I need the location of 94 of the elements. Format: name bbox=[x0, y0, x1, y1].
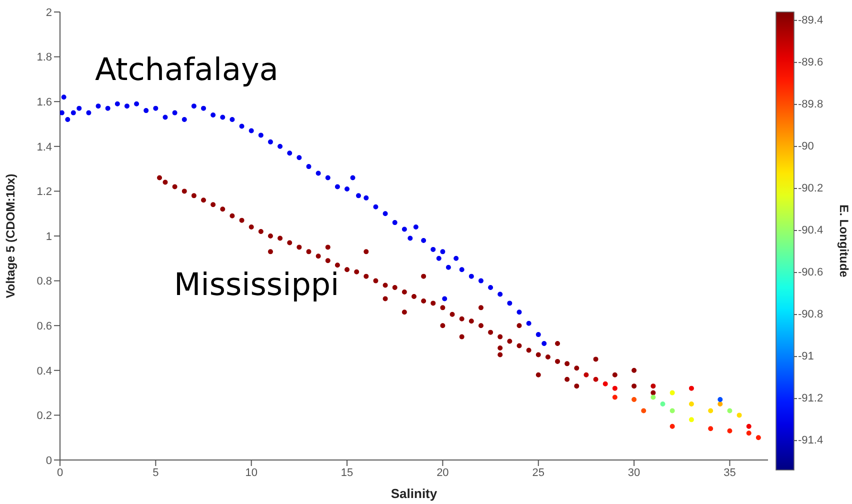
point bbox=[507, 300, 512, 306]
y-tick-label: 0.8 bbox=[36, 276, 52, 288]
color-bar-label: -91.2 bbox=[798, 392, 824, 404]
point bbox=[516, 310, 522, 315]
point bbox=[86, 110, 92, 116]
point bbox=[498, 292, 503, 297]
color-bar-label: -91 bbox=[798, 350, 814, 362]
point bbox=[65, 117, 70, 122]
x-tick-label: 0 bbox=[56, 466, 64, 479]
point bbox=[459, 267, 464, 272]
point bbox=[60, 110, 64, 116]
point bbox=[144, 108, 149, 114]
x-tick-label: 5 bbox=[152, 466, 159, 479]
point bbox=[430, 246, 436, 252]
point bbox=[191, 104, 196, 109]
point bbox=[182, 117, 187, 122]
point bbox=[268, 139, 273, 144]
x-tick-label: 15 bbox=[340, 466, 354, 479]
point bbox=[542, 341, 547, 346]
point bbox=[373, 204, 378, 210]
point bbox=[478, 278, 484, 284]
point bbox=[114, 101, 120, 106]
point bbox=[440, 249, 446, 254]
point bbox=[421, 238, 426, 243]
x-axis-title: Salinity bbox=[390, 486, 438, 501]
point bbox=[325, 175, 330, 180]
color-bar-label: -90.4 bbox=[798, 224, 824, 236]
point bbox=[239, 124, 244, 129]
point bbox=[536, 332, 541, 338]
x-tick-label: 10 bbox=[245, 466, 258, 479]
y-tick-label: 0.6 bbox=[36, 320, 52, 333]
point bbox=[442, 296, 448, 302]
point bbox=[210, 112, 216, 118]
color-bar-label: -90.6 bbox=[798, 266, 824, 278]
point bbox=[278, 144, 283, 149]
color-bar-label: -89.6 bbox=[798, 56, 824, 68]
color-bar-label: -90 bbox=[798, 140, 814, 152]
point bbox=[76, 106, 82, 111]
point bbox=[446, 264, 451, 270]
point bbox=[124, 104, 130, 109]
y-tick-label: 1 bbox=[46, 230, 52, 243]
point bbox=[248, 128, 254, 134]
point bbox=[96, 104, 101, 109]
point bbox=[392, 220, 398, 226]
point bbox=[454, 256, 459, 261]
point bbox=[162, 114, 168, 120]
x-tick-label: 30 bbox=[628, 466, 640, 479]
y-tick-label: 1.8 bbox=[36, 52, 52, 64]
point bbox=[526, 320, 532, 326]
color-bar-label: -90.2 bbox=[798, 182, 824, 194]
point bbox=[61, 94, 66, 100]
point bbox=[382, 211, 388, 216]
point bbox=[153, 106, 158, 111]
y-tick-label: 0 bbox=[46, 454, 52, 467]
color-bar-label: -90.8 bbox=[798, 308, 824, 320]
point bbox=[296, 155, 302, 160]
annotation: Mississippi bbox=[174, 267, 340, 303]
x-tick-label: 20 bbox=[436, 466, 449, 479]
point bbox=[105, 106, 110, 111]
color-bar-label: -89.8 bbox=[798, 98, 824, 110]
point bbox=[436, 256, 442, 261]
y-tick-label: 0.2 bbox=[36, 410, 52, 422]
point bbox=[287, 150, 292, 156]
point bbox=[408, 236, 413, 241]
point bbox=[70, 110, 76, 116]
x-tick-label: 35 bbox=[724, 466, 736, 479]
x-tick-label: 25 bbox=[532, 466, 545, 479]
point bbox=[134, 101, 140, 106]
y-axis-title: Voltage 5 (CDOM:10x) bbox=[3, 174, 18, 298]
color-bar-label: -91.4 bbox=[798, 434, 824, 446]
point bbox=[468, 274, 474, 279]
color-bar-title: E. Longitude bbox=[837, 204, 851, 278]
y-tick-label: 1.6 bbox=[36, 96, 52, 109]
y-tick-label: 2 bbox=[46, 6, 52, 19]
point bbox=[334, 184, 340, 190]
point bbox=[488, 285, 494, 290]
annotation: Atchafalaya bbox=[95, 52, 278, 88]
point bbox=[220, 114, 226, 120]
y-tick-label: 1.4 bbox=[36, 141, 52, 154]
point bbox=[201, 106, 206, 111]
point bbox=[364, 195, 369, 200]
point bbox=[356, 193, 362, 198]
point bbox=[402, 226, 407, 232]
color-bar-label: -89.4 bbox=[798, 14, 824, 26]
point bbox=[306, 164, 312, 170]
y-tick-label: 1.2 bbox=[36, 186, 52, 198]
point bbox=[230, 117, 235, 122]
point bbox=[344, 186, 350, 192]
y-tick-label: 0.4 bbox=[36, 365, 52, 378]
point bbox=[413, 224, 418, 230]
point bbox=[172, 110, 178, 116]
point bbox=[316, 170, 321, 176]
point bbox=[258, 132, 264, 138]
point bbox=[350, 175, 356, 180]
